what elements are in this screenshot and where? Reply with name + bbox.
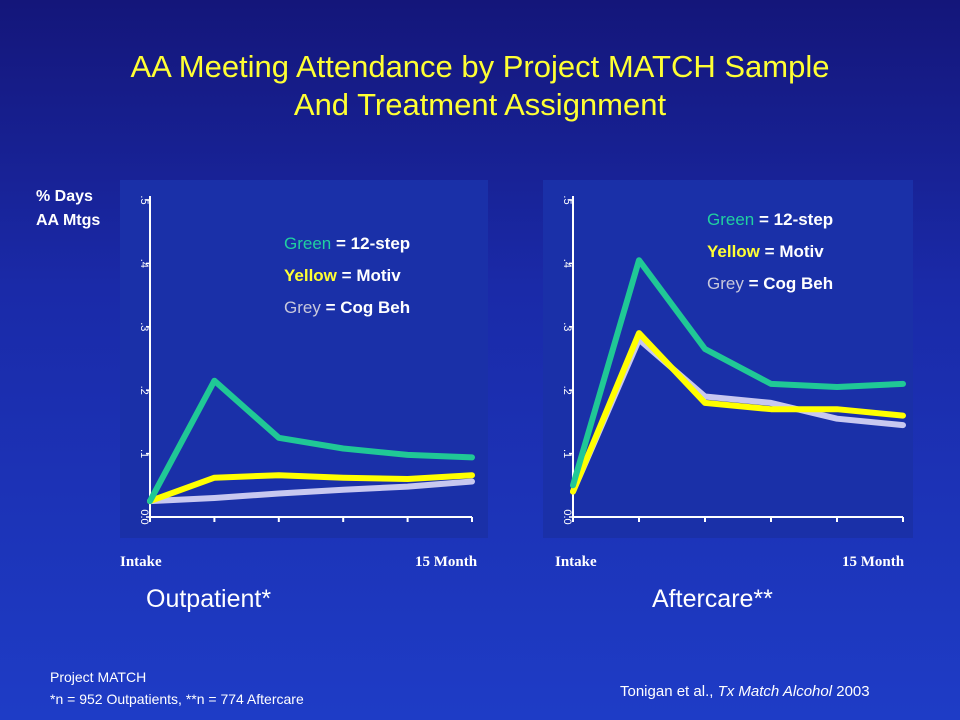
y-tick-label: .2 [138,386,150,395]
y-tick-label: 0.0 [138,509,150,524]
y-tick-label: 0.0 [561,509,573,524]
legend-item-green: Green = 12-step [707,210,834,229]
footnote-line-2: *n = 952 Outpatients, **n = 774 Aftercar… [50,691,304,707]
outpatient-legend: Green = 12-step Yellow = Motiv Grey = Co… [284,228,410,324]
y-axis-label-line-1: % Days [36,188,93,205]
aftercare-chart-title: Aftercare** [652,585,773,613]
series-line-12-step [147,377,475,505]
legend-item-green: Green = 12-step [284,234,411,253]
y-tick-label: .3 [561,322,573,331]
title-line-2: And Treatment Assignment [293,87,667,122]
page-title: AA Meeting Attendance by Project MATCH S… [0,48,960,124]
outpatient-chart-title: Outpatient* [146,585,272,613]
y-axis-label-line-2: AA Mtgs [36,212,101,229]
legend-item-grey: Grey = Cog Beh [284,298,411,317]
y-axis-label: % Days AA Mtgs [36,185,100,233]
aftercare-chart-panel: .5 .4 .3 .2 .1 0.0 [543,180,913,538]
legend-item-yellow: Yellow = Motiv [284,266,401,285]
y-tick-label: .4 [561,259,573,268]
outpatient-x-end-label: 15 Month [415,554,478,570]
legend-item-grey: Grey = Cog Beh [707,274,834,293]
footnote: Project MATCH *n = 952 Outpatients, **n … [50,666,304,710]
aftercare-chart: .5 .4 .3 .2 .1 0.0 [561,195,906,525]
series-line-motiv [570,330,906,495]
series-line-12-step [570,257,906,489]
series-line-cog-beh [570,336,906,495]
outpatient-x-start-label: Intake [120,554,162,570]
legend-item-yellow: Yellow = Motiv [707,242,824,261]
y-tick-label: .1 [138,449,150,458]
y-tick-label: .1 [561,449,573,458]
citation: Tonigan et al., Tx Match Alcohol 2003 [620,683,870,700]
y-tick-label: .2 [561,386,573,395]
outpatient-chart: .5 .4 .3 .2 .1 0.0 [138,195,475,525]
aftercare-x-start-label: Intake [555,554,597,570]
series-line-motiv [147,472,475,505]
outpatient-chart-panel: .5 .4 .3 .2 .1 0.0 [120,180,488,538]
y-tick-label: .4 [138,259,150,268]
series-line-cog-beh [147,478,475,505]
title-line-1: AA Meeting Attendance by Project MATCH S… [130,49,830,84]
aftercare-x-end-label: 15 Month [842,554,905,570]
aftercare-legend: Green = 12-step Yellow = Motiv Grey = Co… [707,204,833,300]
y-tick-label: .5 [561,195,573,204]
y-tick-label: .3 [138,322,150,331]
footnote-line-1: Project MATCH [50,669,147,685]
y-tick-label: .5 [138,195,150,204]
